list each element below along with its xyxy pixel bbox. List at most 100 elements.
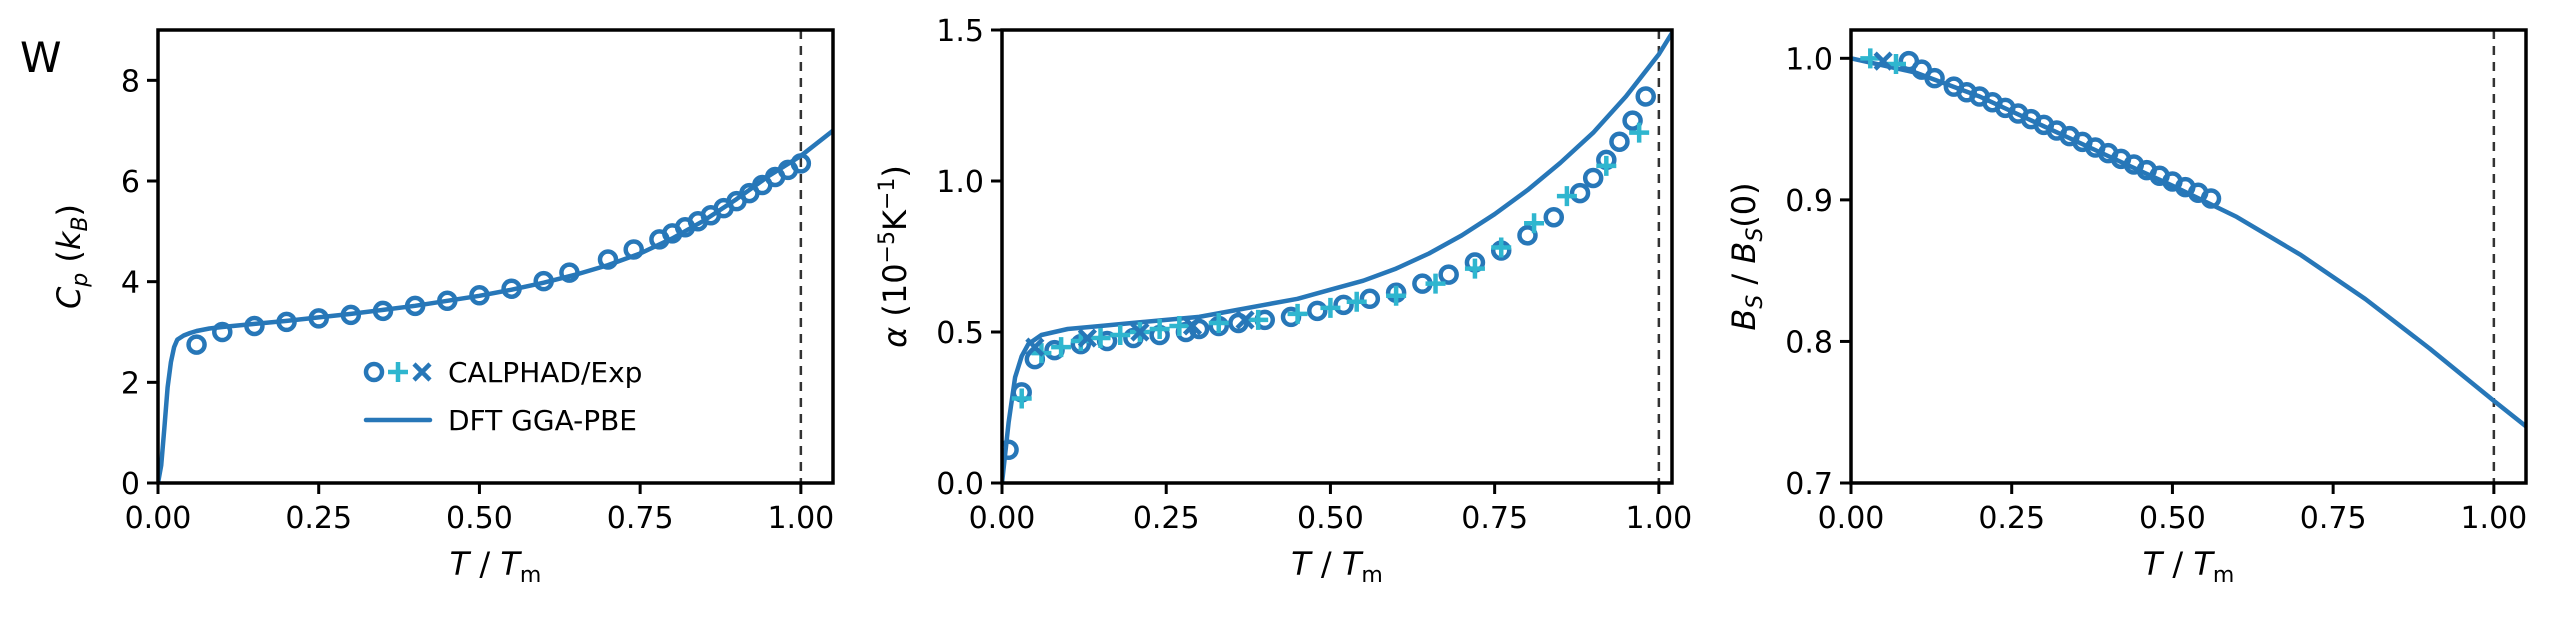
- calphad-point-1-6: [372, 300, 394, 322]
- exp-cross-point-3-4: [1235, 310, 1255, 330]
- calphad-point-1-22: [1517, 225, 1538, 246]
- y-axis-label: α (10−5K−1): [875, 165, 914, 348]
- calphad-point-1-29: [1635, 86, 1656, 107]
- calphad-point-legend-c: [363, 361, 385, 383]
- calphad-point-1-23: [2200, 188, 2222, 209]
- y-tick-label: 1.0: [1785, 42, 1833, 77]
- calphad-point-1-5: [340, 304, 362, 326]
- exp-plus-point-2-4: [1090, 328, 1111, 349]
- y-tick-label: 0.5: [936, 316, 984, 351]
- exp-plus-point-2-1: [1886, 53, 1906, 74]
- axes-frame: [1849, 28, 2528, 485]
- dft-gga-pbe-line: [1002, 30, 1672, 483]
- x-tick-label: 0.25: [285, 501, 352, 536]
- calphad-point-1-28: [1622, 110, 1643, 131]
- exp-plus-point-2-11: [1287, 303, 1308, 324]
- exp-plus-point-2-15: [1425, 273, 1446, 294]
- x-tick-label: 1.00: [2460, 501, 2527, 536]
- calphad-point-1-13: [597, 249, 619, 270]
- exp-plus-point-2-16: [1464, 258, 1485, 279]
- calphad-point-1-23: [1543, 206, 1565, 228]
- x-tick-label: 0.25: [1133, 501, 1200, 536]
- y-tick-label: 0.7: [1785, 467, 1833, 502]
- exp-plus-point-2-14: [1386, 285, 1407, 306]
- x-tick-label: 1.00: [1625, 501, 1692, 536]
- exp-cross-point-legend-x: [412, 362, 432, 382]
- legend: CALPHAD/Exp DFT GGA-PBE: [363, 356, 642, 437]
- exp-cross-point-3-3: [1182, 316, 1203, 336]
- calphad-point-1-2: [1924, 67, 1945, 89]
- calphad-point-1-7: [404, 295, 426, 317]
- calphad-point-1-27: [1609, 131, 1630, 152]
- plot-area: [1851, 48, 2526, 429]
- axes-frame: [1000, 28, 1674, 485]
- x-tick-label: 0.75: [607, 501, 674, 536]
- exp-plus-point-2-18: [1524, 213, 1545, 234]
- calphad-point-1-24: [1569, 182, 1591, 204]
- exp-plus-point-2-2: [1051, 337, 1072, 358]
- y-tick-label: 1.5: [936, 14, 984, 49]
- calphad-point-1-3: [276, 311, 297, 333]
- calphad-point-1-0: [1002, 439, 1019, 461]
- x-tick-label: 0.50: [446, 501, 513, 536]
- calphad-point-1-16: [1359, 288, 1381, 310]
- exp-plus-point-2-9: [1208, 312, 1229, 333]
- calphad-point-1-25: [1582, 167, 1604, 189]
- exp-cross-point-3-1: [1077, 328, 1097, 348]
- panel-tag: W: [20, 33, 62, 82]
- y-tick-label: 0.8: [1785, 325, 1833, 360]
- dft-gga-pbe-line: [158, 128, 833, 483]
- calphad-point-1-9: [469, 285, 490, 306]
- exp-plus-point-2-0: [1860, 48, 1881, 69]
- plot-area: [1002, 30, 1672, 483]
- y-tick-label: 0: [121, 467, 140, 502]
- x-tick-label: 0.25: [1978, 501, 2045, 536]
- x-axis-label: T / Tm: [1291, 545, 1383, 588]
- plot-area: [158, 128, 833, 483]
- calphad-point-1-8: [437, 290, 458, 312]
- exp-plus-point-2-19: [1556, 186, 1577, 207]
- x-tick-label: 0.50: [1297, 501, 1364, 536]
- x-axis-label: T / Tm: [450, 545, 542, 588]
- y-tick-label: 4: [121, 266, 140, 301]
- exp-plus-point-2-0: [1011, 388, 1032, 409]
- exp-cross-point-3-0: [1873, 51, 1893, 71]
- chart-cp: 0.00 0.25 0.50 0.75 1.00 0 2 4 6 8 T / Tm Cp (kB) CA…: [50, 28, 835, 588]
- x-tick-label: 0.75: [2300, 501, 2367, 536]
- x-tick-label: 0.00: [125, 501, 192, 536]
- x-axis-label: T / Tm: [2143, 545, 2235, 588]
- calphad-point-1-14: [623, 239, 644, 260]
- calphad-point-1-10: [501, 278, 522, 299]
- x-tick-label: 0.75: [1461, 501, 1528, 536]
- y-tick-label: 0.0: [936, 467, 984, 502]
- calphad-point-1-12: [559, 262, 580, 283]
- exp-plus-point-2-12: [1320, 297, 1341, 318]
- exp-plus-point-2-7: [1149, 318, 1170, 339]
- calphad-point-1-4: [308, 308, 329, 329]
- chart-bulk-modulus: 0.00 0.25 0.50 0.75 1.00 0.7 0.8 0.9 1.0 T / Tm BS…: [1725, 28, 2528, 588]
- exp-plus-point-2-10: [1248, 309, 1269, 330]
- y-axis-label: Cp (kB): [50, 204, 93, 309]
- calphad-point-1-15: [1333, 294, 1354, 316]
- x-tick-label: 1.00: [767, 501, 834, 536]
- y-tick-label: 6: [121, 165, 140, 200]
- calphad-point-1-1: [212, 321, 233, 343]
- axes-frame: [156, 28, 835, 485]
- exp-plus-point-2-17: [1491, 237, 1512, 258]
- y-tick-label: 2: [121, 366, 140, 401]
- legend-entry-dft: DFT GGA-PBE: [448, 404, 637, 437]
- y-tick-label: 0.9: [1785, 184, 1833, 219]
- exp-plus-point-2-13: [1346, 291, 1367, 312]
- calphad-point-1-0: [186, 334, 207, 355]
- calphad-point-1-2: [244, 315, 265, 337]
- exp-cross-point-3-0: [1025, 337, 1045, 357]
- chart-alpha: 0.00 0.25 0.50 0.75 1.00 0.0 0.5 1.0 1.5 T / Tm α …: [875, 14, 1692, 588]
- exp-plus-point-legend-p: [388, 362, 408, 382]
- calphad-point-1-14: [1307, 300, 1328, 322]
- calphad-point-1-19: [1438, 264, 1459, 285]
- y-tick-label: 8: [121, 64, 140, 99]
- y-axis-label: BS / BS(0): [1725, 182, 1768, 330]
- x-tick-label: 0.50: [2139, 501, 2206, 536]
- y-tick-label: 1.0: [936, 165, 984, 200]
